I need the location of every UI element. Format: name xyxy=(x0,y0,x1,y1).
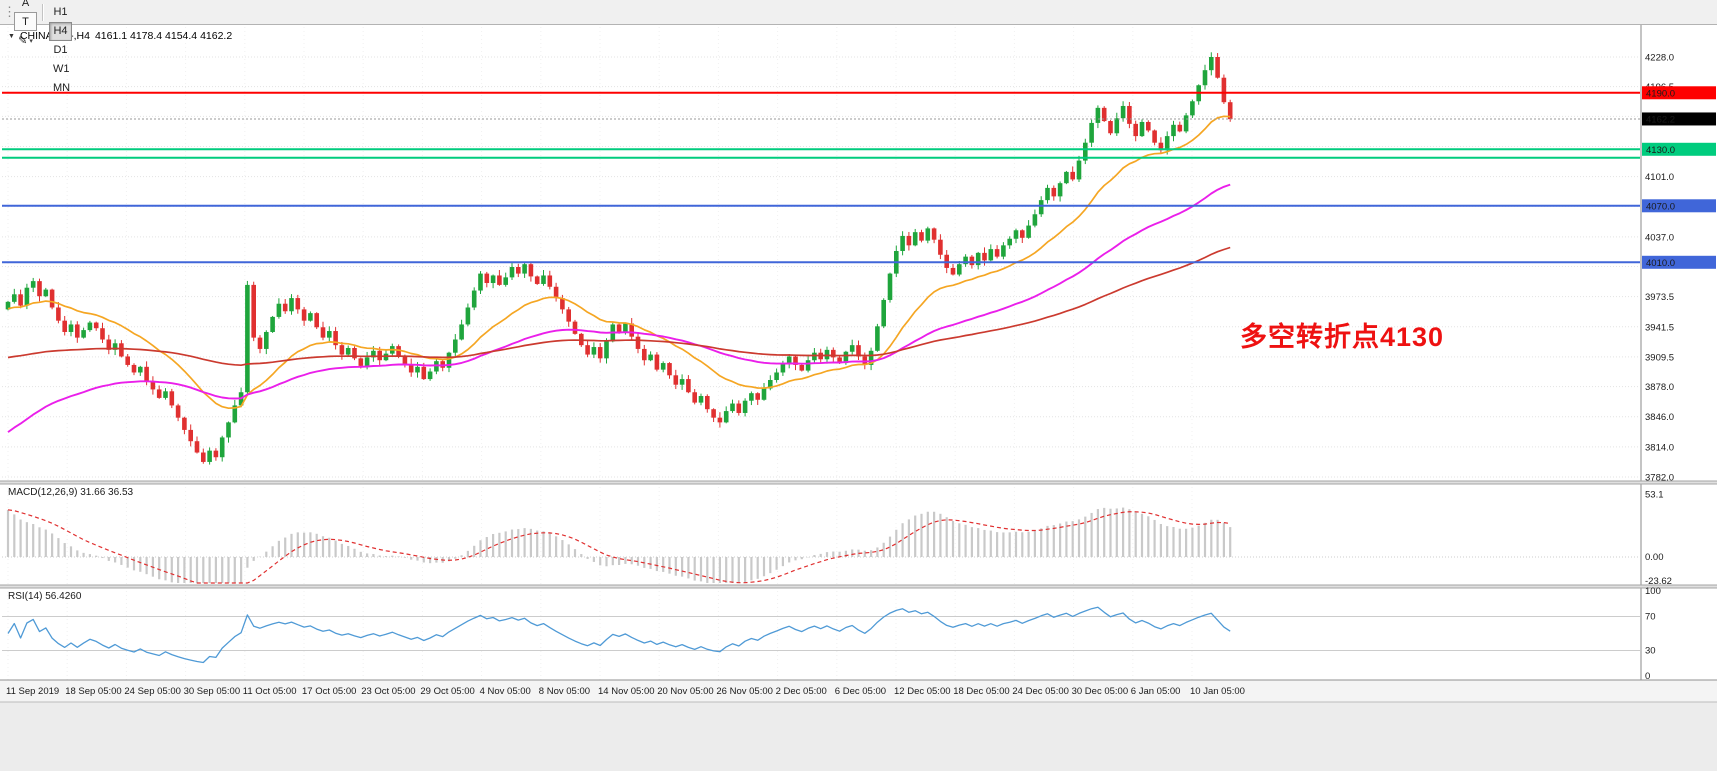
price-axis-labels: 4228.04196.54101.04037.03973.53941.53909… xyxy=(1645,53,1674,484)
toolbar: ⋮ ▦AT✎▾ M1M5M15M30H1H4D1W1MN xyxy=(0,0,1717,94)
chevron-down-icon: ▾ xyxy=(29,37,33,45)
svg-text:0: 0 xyxy=(1645,671,1650,682)
svg-text:3973.5: 3973.5 xyxy=(1645,292,1674,303)
svg-text:53.1: 53.1 xyxy=(1645,489,1664,500)
timeframe-h4-button[interactable]: H4 xyxy=(49,21,72,41)
svg-text:29 Oct 05:00: 29 Oct 05:00 xyxy=(420,686,474,697)
svg-text:18 Dec 05:00: 18 Dec 05:00 xyxy=(953,686,1010,697)
svg-text:14 Nov 05:00: 14 Nov 05:00 xyxy=(598,686,655,697)
svg-text:11 Sep 2019: 11 Sep 2019 xyxy=(6,686,59,697)
svg-text:30 Sep 05:00: 30 Sep 05:00 xyxy=(184,686,241,697)
vertical-grid xyxy=(7,27,1193,680)
svg-text:20 Nov 05:00: 20 Nov 05:00 xyxy=(657,686,714,697)
svg-text:2 Dec 05:00: 2 Dec 05:00 xyxy=(776,686,827,697)
svg-text:4101.0: 4101.0 xyxy=(1645,172,1674,183)
svg-text:23 Oct 05:00: 23 Oct 05:00 xyxy=(361,686,415,697)
svg-text:0.00: 0.00 xyxy=(1645,552,1664,563)
svg-text:24 Sep 05:00: 24 Sep 05:00 xyxy=(124,686,181,697)
svg-text:12 Dec 05:00: 12 Dec 05:00 xyxy=(894,686,951,697)
ma-fast-line xyxy=(7,115,1231,410)
text-box-tool-button[interactable]: T xyxy=(14,12,37,31)
svg-text:30: 30 xyxy=(1645,646,1656,657)
toolbar-separator xyxy=(42,3,44,21)
svg-text:30 Dec 05:00: 30 Dec 05:00 xyxy=(1072,686,1129,697)
timeframe-buttons-group: M1M5M15M30H1H4D1W1MN xyxy=(48,0,79,98)
svg-text:3909.5: 3909.5 xyxy=(1645,352,1674,363)
svg-text:6 Dec 05:00: 6 Dec 05:00 xyxy=(835,686,886,697)
svg-text:4010.0: 4010.0 xyxy=(1646,258,1675,269)
time-axis[interactable]: 11 Sep 2019 18 Sep 05:00 24 Sep 05:00 30 Se… xyxy=(6,686,1245,697)
svg-text:3782.0: 3782.0 xyxy=(1645,473,1674,484)
svg-text:3941.5: 3941.5 xyxy=(1645,322,1674,333)
svg-text:4070.0: 4070.0 xyxy=(1646,201,1675,212)
svg-text:3846.0: 3846.0 xyxy=(1645,412,1674,423)
toolbar-drag-handle[interactable]: ⋮ xyxy=(3,4,16,19)
svg-text:26 Nov 05:00: 26 Nov 05:00 xyxy=(716,686,773,697)
svg-text:4162.2: 4162.2 xyxy=(1646,114,1675,125)
svg-text:70: 70 xyxy=(1645,612,1656,623)
svg-text:24 Dec 05:00: 24 Dec 05:00 xyxy=(1012,686,1069,697)
macd-signal-line xyxy=(7,509,1231,584)
svg-text:100: 100 xyxy=(1645,586,1661,597)
svg-text:3814.0: 3814.0 xyxy=(1645,442,1674,453)
candlestick-series xyxy=(5,52,1233,465)
horizontal-line-objects[interactable] xyxy=(2,91,1640,264)
drawing-tools-group: ▦AT✎▾ xyxy=(13,0,38,50)
moving-averages xyxy=(7,115,1231,433)
svg-text:18 Sep 05:00: 18 Sep 05:00 xyxy=(65,686,122,697)
svg-text:6 Jan 05:00: 6 Jan 05:00 xyxy=(1131,686,1181,697)
ma-medium-line xyxy=(7,183,1231,433)
timeframe-mn-button[interactable]: MN xyxy=(49,79,74,98)
svg-text:10 Jan 05:00: 10 Jan 05:00 xyxy=(1190,686,1245,697)
svg-text:4037.0: 4037.0 xyxy=(1645,232,1674,243)
svg-text:4190.0: 4190.0 xyxy=(1646,88,1675,99)
text-annotation-tool-button[interactable]: A xyxy=(14,0,37,12)
ma-slow-line xyxy=(7,246,1231,367)
macd-histogram xyxy=(6,507,1232,583)
svg-text:17 Oct 05:00: 17 Oct 05:00 xyxy=(302,686,356,697)
svg-text:3878.0: 3878.0 xyxy=(1645,382,1674,393)
svg-text:4228.0: 4228.0 xyxy=(1645,53,1674,64)
timeframe-w1-button[interactable]: W1 xyxy=(49,60,74,79)
timeframe-d1-button[interactable]: D1 xyxy=(49,41,72,60)
svg-text:4130.0: 4130.0 xyxy=(1646,145,1675,156)
rsi-line xyxy=(7,606,1231,664)
svg-text:11 Oct 05:00: 11 Oct 05:00 xyxy=(243,686,297,697)
svg-text:-23.62: -23.62 xyxy=(1645,576,1672,587)
svg-text:8 Nov 05:00: 8 Nov 05:00 xyxy=(539,686,590,697)
timeframe-h1-button[interactable]: H1 xyxy=(49,3,72,22)
svg-text:4 Nov 05:00: 4 Nov 05:00 xyxy=(480,686,531,697)
drawing-tool-button[interactable]: ✎ ▾ xyxy=(14,31,37,50)
